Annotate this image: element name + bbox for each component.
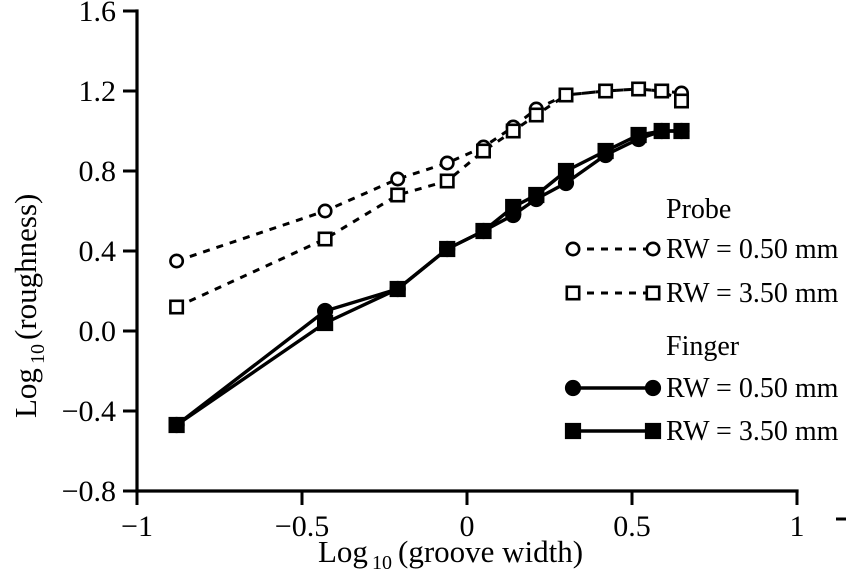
x-axis-title-subscript: 10 (372, 552, 392, 574)
legend-entry-label-3: RW = 0.50 mm (666, 373, 839, 404)
marker-open-square-legend-a-2 (565, 285, 581, 301)
x-tick-label: 0.5 (613, 510, 651, 543)
marker-open-square-2-11 (673, 93, 689, 109)
legend-entry-1[interactable]: RW = 0.50 mm (565, 234, 839, 265)
marker-filled-square-4-1 (317, 314, 334, 332)
legend-entry-label-1: RW = 0.50 mm (666, 234, 839, 265)
legend-entry-4[interactable]: RW = 3.50 mm (564, 416, 839, 447)
marker-filled-square-legend-a-4 (564, 422, 582, 440)
y-tick-label: −0.8 (62, 475, 116, 508)
marker-open-square-2-9 (631, 81, 647, 97)
y-tick-label: 0.0 (79, 315, 117, 348)
marker-filled-square-4-3 (439, 240, 456, 258)
x-tick-label: 0 (460, 510, 475, 543)
marker-open-circle-1-1 (317, 203, 333, 219)
marker-filled-square-4-7 (557, 162, 575, 180)
marker-filled-square-4-5 (505, 198, 522, 216)
x-tick-label: −0.5 (275, 510, 329, 543)
marker-open-square-2-6 (528, 107, 544, 123)
legend-entry-label-4: RW = 3.50 mm (666, 416, 839, 447)
y-axis-title-rest: (roughness) (8, 194, 43, 340)
marker-open-square-2-7 (558, 87, 574, 103)
marker-filled-square-4-9 (630, 126, 647, 144)
axes-group: 1.6 1.2 0.8 0.4 0.0 −0.4 −0.8 −1 −0.5 0 0.5 1 (62, 0, 846, 543)
y-tick-label: 0.4 (79, 235, 117, 268)
legend-group-probe-label: Probe (666, 194, 731, 225)
x-tick-label: −1 (121, 510, 153, 543)
marker-filled-square-4-2 (389, 280, 406, 298)
y-tick-label: −0.4 (62, 395, 116, 428)
marker-open-square-2-10 (654, 83, 670, 99)
series-4 (168, 122, 690, 434)
y-axis-tick-labels: 1.6 1.2 0.8 0.4 0.0 −0.4 −0.8 (62, 0, 116, 508)
data-series-layer (168, 81, 690, 434)
y-tick-label: 0.8 (79, 155, 117, 188)
marker-open-circle-1-0 (169, 253, 185, 269)
marker-open-circle-legend-a-1 (565, 241, 581, 257)
marker-open-square-2-4 (475, 143, 491, 159)
marker-open-square-2-2 (390, 187, 406, 203)
marker-open-square-legend-b-2 (645, 285, 661, 301)
x-axis-tick-labels: −1 −0.5 0 0.5 1 (121, 510, 804, 543)
marker-open-square-2-8 (598, 83, 614, 99)
chart-legend: Probe RW = 0.50 mm RW = 3.50 mm Finger RW = … (564, 194, 839, 447)
marker-open-square-2-0 (169, 299, 185, 315)
series-1 (169, 81, 689, 269)
x-axis-title: Log 10 (groove width) (318, 534, 583, 574)
legend-entry-3[interactable]: RW = 0.50 mm (564, 373, 839, 404)
marker-filled-circle-legend-b-3 (644, 379, 662, 397)
marker-filled-square-legend-b-4 (644, 422, 662, 440)
y-axis-title: Log 10 (roughness) (8, 194, 49, 418)
y-axis-title-main: Log (8, 368, 43, 418)
legend-entry-2[interactable]: RW = 3.50 mm (565, 278, 839, 309)
legend-group-finger-label: Finger (666, 331, 740, 362)
legend-entry-label-2: RW = 3.50 mm (666, 278, 839, 309)
marker-filled-circle-legend-a-3 (564, 379, 582, 397)
marker-filled-square-4-0 (168, 416, 185, 434)
marker-filled-square-4-11 (673, 122, 690, 140)
marker-open-circle-1-2 (390, 171, 406, 187)
x-axis-title-main: Log (318, 534, 368, 569)
marker-open-square-2-3 (439, 173, 455, 189)
marker-filled-square-4-6 (528, 186, 545, 204)
series-line-4 (174, 129, 684, 427)
marker-open-square-2-5 (505, 123, 521, 139)
marker-open-circle-legend-b-1 (645, 241, 661, 257)
x-tick-label: 1 (790, 510, 805, 543)
x-axis-title-rest: (groove width) (398, 534, 583, 569)
y-axis-ticks (123, 9, 137, 493)
y-axis-title-subscript: 10 (27, 344, 49, 364)
marker-filled-square-4-10 (653, 122, 670, 140)
x-axis-ticks (135, 491, 799, 505)
marker-open-square-2-1 (317, 231, 333, 247)
series-line-1 (176, 87, 682, 263)
y-tick-label: 1.6 (79, 0, 117, 28)
y-tick-label: 1.2 (79, 75, 117, 108)
marker-filled-square-4-8 (597, 142, 614, 160)
marker-filled-square-4-4 (475, 222, 492, 240)
series-line-2 (175, 87, 683, 309)
series-2 (169, 81, 689, 315)
marker-open-circle-1-3 (439, 155, 455, 171)
series-line-3 (174, 129, 684, 427)
